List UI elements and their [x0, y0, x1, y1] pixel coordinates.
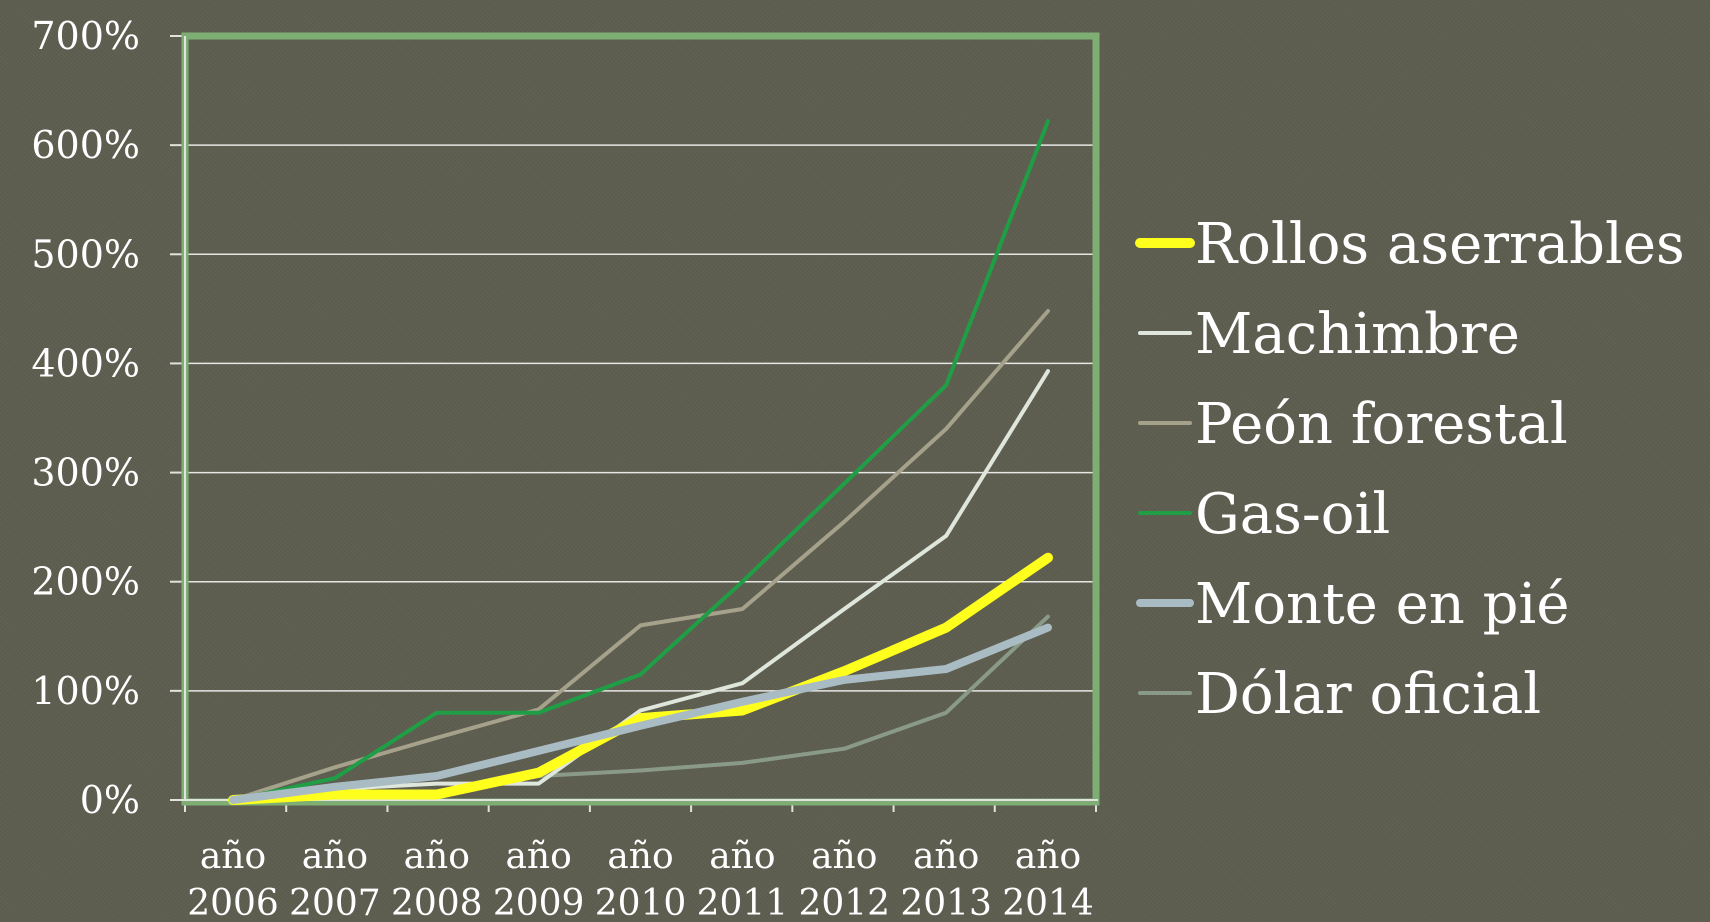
- axes: [175, 36, 1098, 801]
- y-tick-label: 500%: [31, 232, 140, 276]
- legend-label: Rollos aserrables: [1195, 212, 1685, 277]
- x-tick-label-line2: 2014: [1002, 883, 1094, 922]
- y-tick-label: 600%: [31, 123, 140, 167]
- x-tick-label-line1: año: [709, 836, 775, 877]
- series-line-5: [231, 614, 1050, 802]
- x-tick-label-line2: 2010: [595, 883, 687, 922]
- x-tick-labels: año 2006 año 2007 año 2008 año 2009 año 2010 año 20…: [187, 836, 1094, 922]
- x-tick-label-line1: año: [200, 836, 266, 877]
- y-tick-label: 300%: [31, 451, 140, 495]
- legend: Rollos aserrables Machimbre Peón forestal G…: [1135, 212, 1685, 727]
- legend-label: Gas-oil: [1195, 482, 1390, 547]
- x-tick-label-line2: 2008: [391, 883, 483, 922]
- x-tick-label-line1: año: [607, 836, 673, 877]
- series-line-1: [231, 369, 1050, 802]
- x-tick-label-line1: año: [404, 836, 470, 877]
- x-tick-label-line1: año: [913, 836, 979, 877]
- x-tick-label-line1: año: [505, 836, 571, 877]
- legend-label: Monte en pié: [1195, 572, 1569, 637]
- y-tick-label: 400%: [31, 341, 140, 385]
- x-tick-label-line1: año: [811, 836, 877, 877]
- legend-label: Peón forestal: [1195, 392, 1568, 457]
- x-tick-label-line2: 2009: [493, 883, 585, 922]
- x-tick-label-line1: año: [302, 836, 368, 877]
- x-tick-label-line2: 2011: [697, 883, 789, 922]
- legend-label: Machimbre: [1195, 302, 1520, 367]
- grid-lines: [170, 35, 1097, 812]
- x-tick-label-line2: 2012: [798, 883, 890, 922]
- plot-area-border: [181, 32, 1100, 806]
- x-tick-label-line1: año: [1015, 836, 1081, 877]
- y-tick-labels: 0% 100% 200% 300% 400% 500% 600% 700%: [31, 14, 140, 822]
- x-tick-label-line2: 2006: [187, 883, 279, 922]
- legend-label: Dólar oficial: [1195, 662, 1541, 727]
- series-line-3: [231, 119, 1050, 802]
- series-lines: [228, 119, 1053, 805]
- series-line-0: [228, 552, 1053, 805]
- y-tick-label: 0%: [80, 778, 140, 822]
- y-tick-label: 200%: [31, 560, 140, 604]
- y-tick-label: 700%: [31, 14, 140, 58]
- x-tick-label-line2: 2007: [289, 883, 381, 922]
- x-tick-label-line2: 2013: [900, 883, 992, 922]
- y-tick-label: 100%: [31, 669, 140, 713]
- series-line-4: [229, 623, 1052, 804]
